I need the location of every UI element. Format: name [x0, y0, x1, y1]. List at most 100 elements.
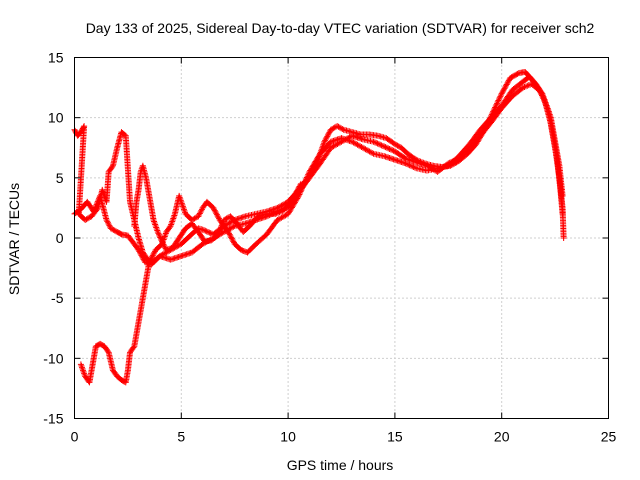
data-point [229, 237, 236, 244]
data-point [84, 215, 91, 222]
data-point [109, 164, 116, 171]
data-point [159, 240, 166, 247]
data-point [214, 232, 221, 239]
x-tick-label: 5 [177, 429, 185, 445]
data-point [514, 70, 521, 77]
data-point [205, 228, 211, 235]
data-point [195, 213, 202, 220]
data-point [107, 225, 114, 232]
data-point [501, 85, 508, 92]
data-point [161, 242, 168, 249]
data-point [190, 216, 197, 223]
data-point [497, 93, 504, 100]
data-point [222, 216, 229, 223]
data-point [295, 184, 302, 191]
data-point [389, 147, 396, 154]
data-point [537, 88, 544, 95]
chart-title: Day 133 of 2025, Sidereal Day-to-day VTE… [86, 20, 595, 36]
data-point [111, 227, 118, 234]
data-point [538, 91, 545, 98]
data-point [296, 183, 303, 190]
data-point [109, 226, 116, 233]
data-point [221, 216, 228, 223]
data-point [275, 209, 282, 216]
data-point [445, 160, 452, 167]
data-point [502, 84, 509, 91]
data-point [540, 95, 547, 102]
data-point [371, 139, 378, 146]
data-point [105, 221, 112, 228]
data-point [156, 233, 163, 240]
data-point [503, 81, 510, 88]
data-point [386, 145, 393, 152]
data-point [223, 215, 230, 222]
data-point [103, 216, 110, 223]
data-point [272, 210, 279, 217]
data-point [219, 219, 226, 226]
data-point [374, 140, 381, 147]
data-point [492, 103, 499, 110]
data-point [493, 101, 500, 108]
data-point [391, 141, 398, 148]
data-point [394, 142, 401, 149]
data-point [560, 235, 567, 241]
data-point [377, 141, 384, 148]
data-point [210, 204, 217, 211]
data-point [370, 138, 377, 145]
data-point [198, 207, 205, 214]
x-tick-label: 15 [387, 429, 403, 445]
data-point [276, 209, 283, 216]
data-point [192, 214, 199, 221]
data-point [86, 214, 93, 221]
y-tick-label: -10 [43, 350, 63, 366]
data-point [499, 89, 506, 96]
data-point [215, 231, 222, 238]
data-point [540, 96, 547, 103]
data-point [293, 188, 300, 195]
data-point [273, 210, 280, 217]
data-point [330, 125, 337, 132]
data-point [219, 221, 226, 228]
data-point [215, 229, 222, 236]
data-point [401, 154, 408, 161]
data-point [411, 164, 418, 171]
data-point [494, 98, 501, 105]
data-point [130, 344, 137, 351]
data-point [495, 97, 502, 104]
data-point [228, 235, 235, 242]
data-point [375, 141, 382, 148]
data-point [387, 146, 394, 153]
data-point [203, 228, 210, 235]
data-point [334, 123, 341, 130]
data-point [542, 101, 549, 108]
data-point [160, 241, 167, 248]
data-point [196, 210, 203, 217]
data-point [215, 214, 222, 221]
data-point [155, 230, 162, 237]
data-point [383, 144, 390, 151]
data-point [451, 157, 458, 164]
data-point [211, 206, 218, 213]
data-point [542, 99, 549, 106]
data-point [324, 132, 331, 139]
data-point [336, 124, 343, 131]
data-point [406, 162, 413, 169]
data-point [322, 137, 329, 144]
data-point [149, 252, 156, 259]
data-point [196, 211, 203, 218]
data-point [202, 227, 209, 234]
y-tick-label: 0 [56, 230, 64, 246]
data-point [335, 123, 342, 130]
x-axis-label: GPS time / hours [287, 457, 394, 473]
data-point [157, 235, 164, 242]
data-point [217, 225, 224, 232]
data-point [502, 82, 509, 89]
x-tick-label: 0 [71, 429, 79, 445]
data-point [504, 80, 511, 87]
data-point [405, 161, 412, 168]
data-point [213, 211, 220, 218]
y-tick-label: 5 [56, 170, 64, 186]
data-point [521, 83, 528, 90]
data-point [83, 216, 90, 223]
